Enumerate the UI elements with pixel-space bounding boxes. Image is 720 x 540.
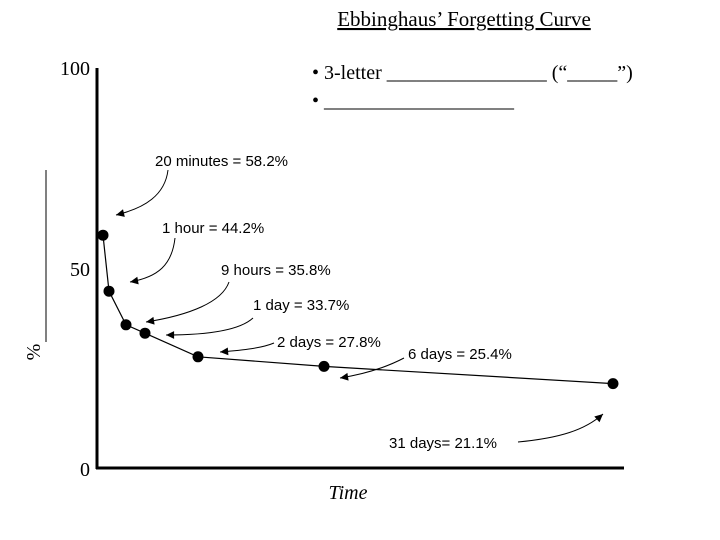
annotation-arrowhead-5: [340, 372, 349, 381]
curve-line: [102, 235, 614, 385]
bullet-note-2: • ___________________: [312, 90, 515, 112]
data-label-6: 31 days= 21.1%: [389, 435, 497, 452]
y-tick-label-50: 50: [70, 259, 90, 281]
y-tick-label-100: 100: [60, 58, 90, 80]
data-point-3: [139, 327, 151, 339]
data-label-4: 2 days = 27.8%: [277, 334, 381, 351]
data-point-4: [192, 351, 204, 363]
annotation-arrowhead-6: [594, 414, 603, 423]
annotation-arrowhead-2: [146, 316, 155, 325]
annotation-arrow-1: [129, 237, 176, 283]
bullet-note-1: • 3-letter ________________ (“_____”): [312, 62, 633, 84]
data-label-1: 1 hour = 44.2%: [162, 220, 264, 237]
data-point-1: [103, 285, 115, 297]
data-point-2: [120, 319, 132, 331]
annotation-arrowhead-3: [166, 331, 175, 339]
y-axis-label: %: [23, 344, 45, 361]
chart-title: Ebbinghaus’ Forgetting Curve: [337, 7, 591, 31]
annotation-arrowhead-0: [116, 209, 125, 217]
annotation-arrow-4: [219, 342, 275, 353]
annotation-arrow-6: [517, 413, 604, 443]
data-point-5: [318, 360, 330, 372]
data-label-3: 1 day = 33.7%: [253, 297, 349, 314]
annotation-arrowhead-1: [130, 276, 139, 285]
annotation-arrowhead-4: [220, 347, 229, 356]
data-label-5: 6 days = 25.4%: [408, 346, 512, 363]
annotation-arrow-3: [165, 317, 254, 336]
data-point-6: [607, 378, 619, 390]
data-label-0: 20 minutes = 58.2%: [155, 153, 288, 170]
data-label-2: 9 hours = 35.8%: [221, 262, 331, 279]
annotation-arrow-2: [145, 281, 230, 323]
annotation-arrow-0: [115, 169, 169, 216]
data-point-0: [97, 229, 109, 241]
y-tick-label-0: 0: [80, 459, 90, 481]
x-axis-label: Time: [329, 482, 368, 504]
